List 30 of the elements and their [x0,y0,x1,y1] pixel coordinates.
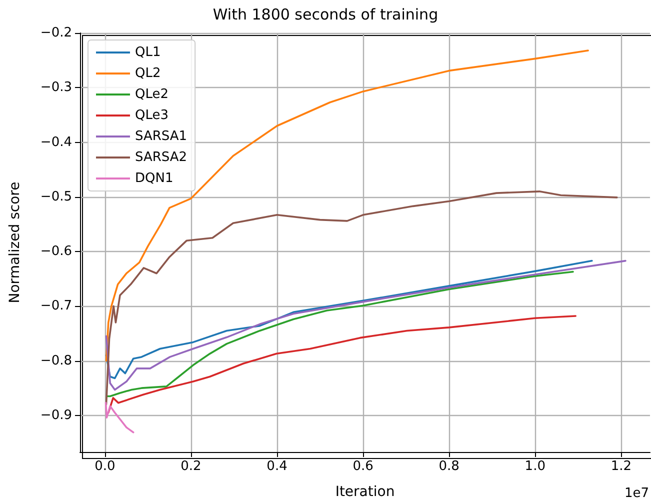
y-tick-label: −0.6 [40,244,72,260]
y-tick-label: −0.9 [40,408,72,423]
x-tick-label: 1.0 [524,459,546,474]
line-series [107,315,576,414]
y-tick-label: −0.4 [40,134,72,150]
x-tick-label: 0.4 [266,459,288,474]
y-tick-label: −0.7 [40,298,72,314]
x-tick-label: 0.6 [352,459,374,474]
line-series [106,270,574,398]
text: 1e7 [624,486,650,501]
y-tick-label: −0.8 [40,353,72,368]
legend-label: QLe2 [135,87,169,102]
x-tick-label: 0.0 [94,459,116,474]
legend-label: QLe3 [135,108,169,123]
line-series [105,190,618,406]
y-axis-title: Normalized score [7,182,23,304]
chart-title: With 1800 seconds of training [212,6,438,24]
legend-label: SARSA1 [135,129,188,144]
y-tick-label: −0.5 [40,189,72,204]
y-tick-label: −0.3 [40,80,72,96]
line-series [104,402,134,434]
x-axis-title: Iteration [335,484,395,500]
legend-label: DQN1 [135,171,174,186]
x-tick-label: 0.8 [438,459,460,474]
x-tick-label: 0.2 [180,459,202,474]
legend-label: SARSA2 [135,150,188,165]
y-tick-label: −0.2 [40,26,72,40]
x-tick-label: 1.2 [610,459,632,474]
legend-label: QL1 [135,45,161,60]
legend-label: QL2 [135,66,161,81]
